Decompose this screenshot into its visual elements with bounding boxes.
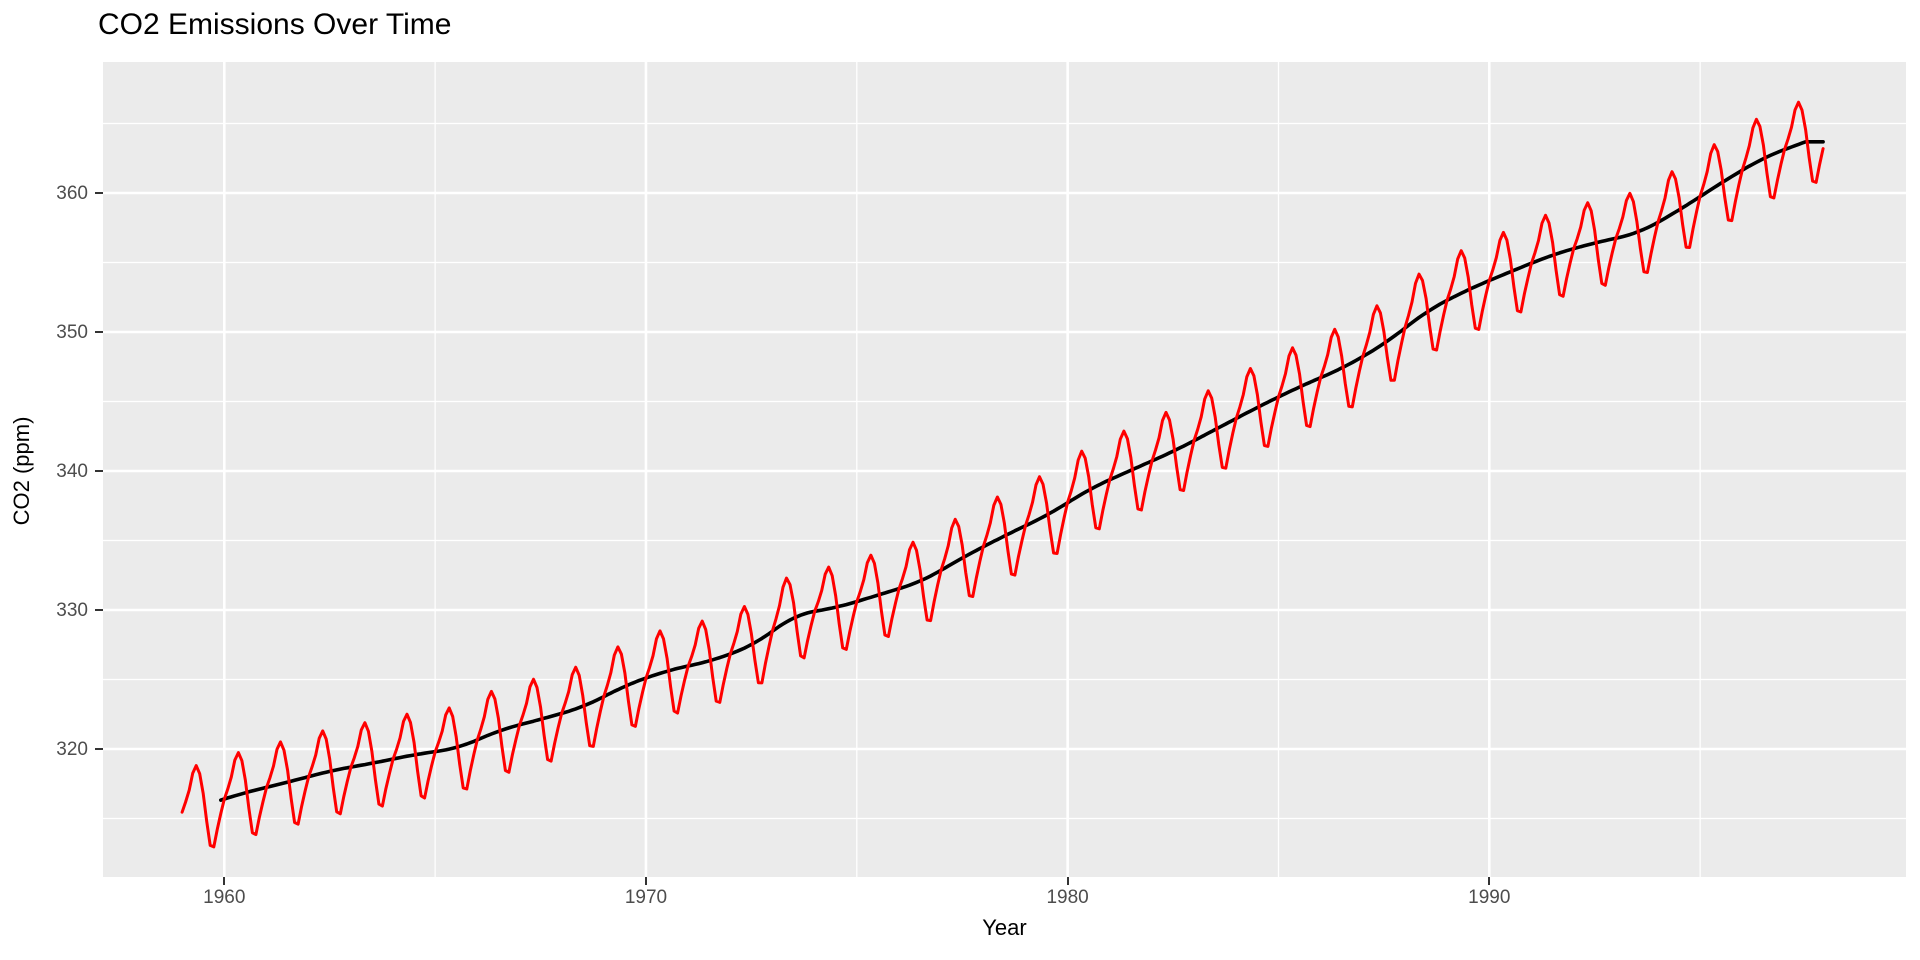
y-axis-title: CO2 (ppm) [9, 416, 34, 526]
chart-title: CO2 Emissions Over Time [98, 8, 452, 41]
x-tick-label: 1970 [624, 887, 668, 908]
major-gridlines [103, 62, 1906, 877]
y-tick-label: 350 [56, 321, 88, 343]
chart-canvas [103, 62, 1906, 877]
y-tick-label: 330 [56, 599, 88, 621]
plot-panel [103, 62, 1906, 877]
x-tick-label: 1960 [203, 887, 246, 908]
x-axis-title: Year [982, 915, 1027, 940]
y-tick-mark [95, 609, 103, 611]
y-tick-mark [95, 748, 103, 750]
x-tick-mark [223, 877, 226, 885]
trend-line-series [219, 140, 1825, 802]
y-tick-label: 340 [56, 460, 88, 482]
y-tick-mark [95, 470, 103, 472]
monthly-co2-series [180, 100, 1825, 849]
x-tick-mark [644, 877, 647, 885]
x-tick-mark [1488, 877, 1491, 885]
x-tick-label: 1990 [1468, 887, 1511, 908]
x-tick-mark [1066, 877, 1069, 885]
y-tick-mark [95, 192, 103, 194]
minor-gridlines [103, 62, 1906, 877]
x-tick-label: 1980 [1046, 887, 1089, 908]
y-tick-label: 320 [56, 738, 88, 760]
y-tick-mark [95, 331, 103, 333]
y-tick-label: 360 [56, 182, 88, 204]
